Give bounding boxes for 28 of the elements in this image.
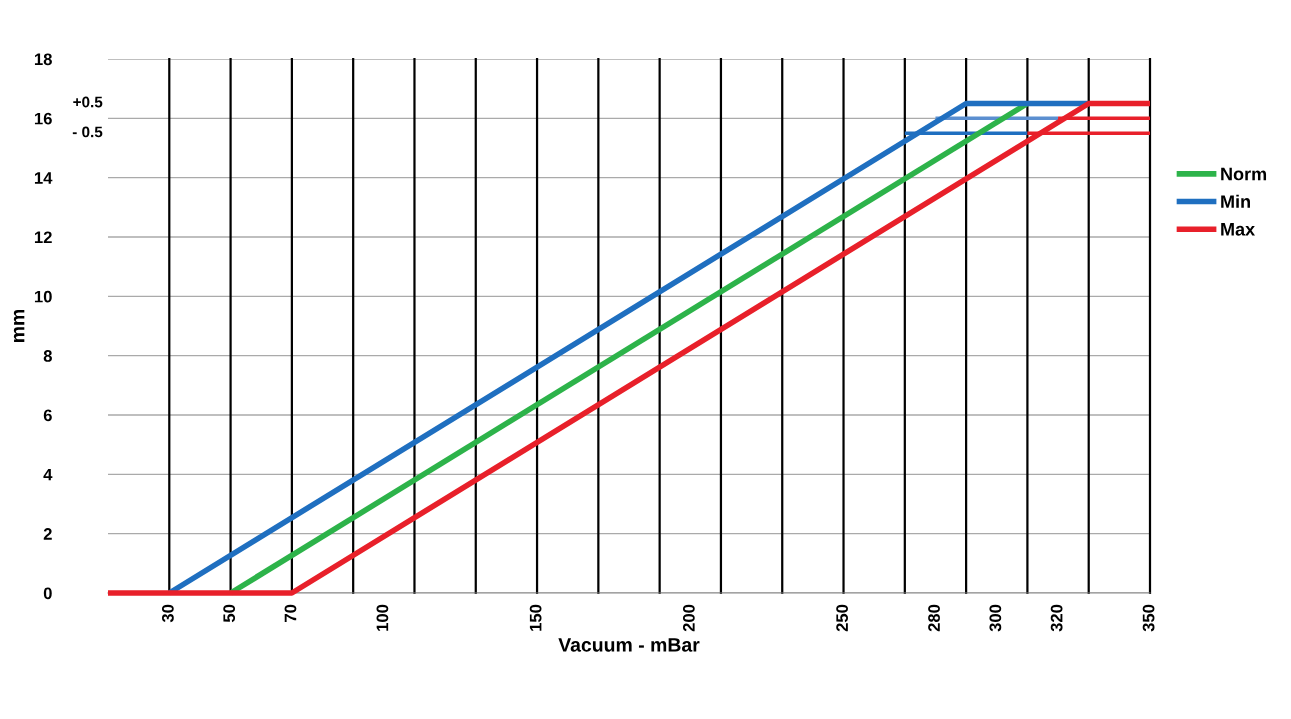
y-tick-label: 8 <box>43 350 52 362</box>
y-tick-label: 0 <box>43 587 52 600</box>
y-tick-label: 12 <box>34 231 52 244</box>
x-tick-label: 30 <box>161 604 174 623</box>
x-tick-label: 280 <box>928 604 940 632</box>
x-tick-label: 300 <box>989 604 1002 632</box>
y-tick-label: 14 <box>34 172 53 184</box>
x-tick-label: 50 <box>223 604 236 623</box>
x-tick-label: 320 <box>1050 604 1063 632</box>
text: +0.5 <box>73 96 103 108</box>
x-tick-label: 350 <box>1142 604 1155 632</box>
x-tick-label: 250 <box>836 604 848 632</box>
x-axis-title: Vacuum - mBar <box>558 638 700 652</box>
legend-label: Max <box>1221 223 1255 236</box>
y-tick-label: 6 <box>43 409 52 422</box>
y-tick-label: 10 <box>34 290 52 303</box>
y-axis-title: mm <box>13 309 25 343</box>
x-tick-label: 200 <box>682 604 695 632</box>
x-tick-label: 70 <box>284 604 297 622</box>
x-tick-label: 100 <box>376 604 389 631</box>
text: - 0.5 <box>72 126 103 138</box>
y-tick-label: 18 <box>34 53 52 66</box>
y-tick-label: 4 <box>43 468 53 481</box>
legend-label: Norm <box>1221 167 1267 181</box>
y-tick-label: 16 <box>34 112 52 125</box>
y-tick-label: 2 <box>43 528 52 540</box>
x-tick-label: 150 <box>529 604 542 631</box>
legend-label: Min <box>1221 194 1250 208</box>
